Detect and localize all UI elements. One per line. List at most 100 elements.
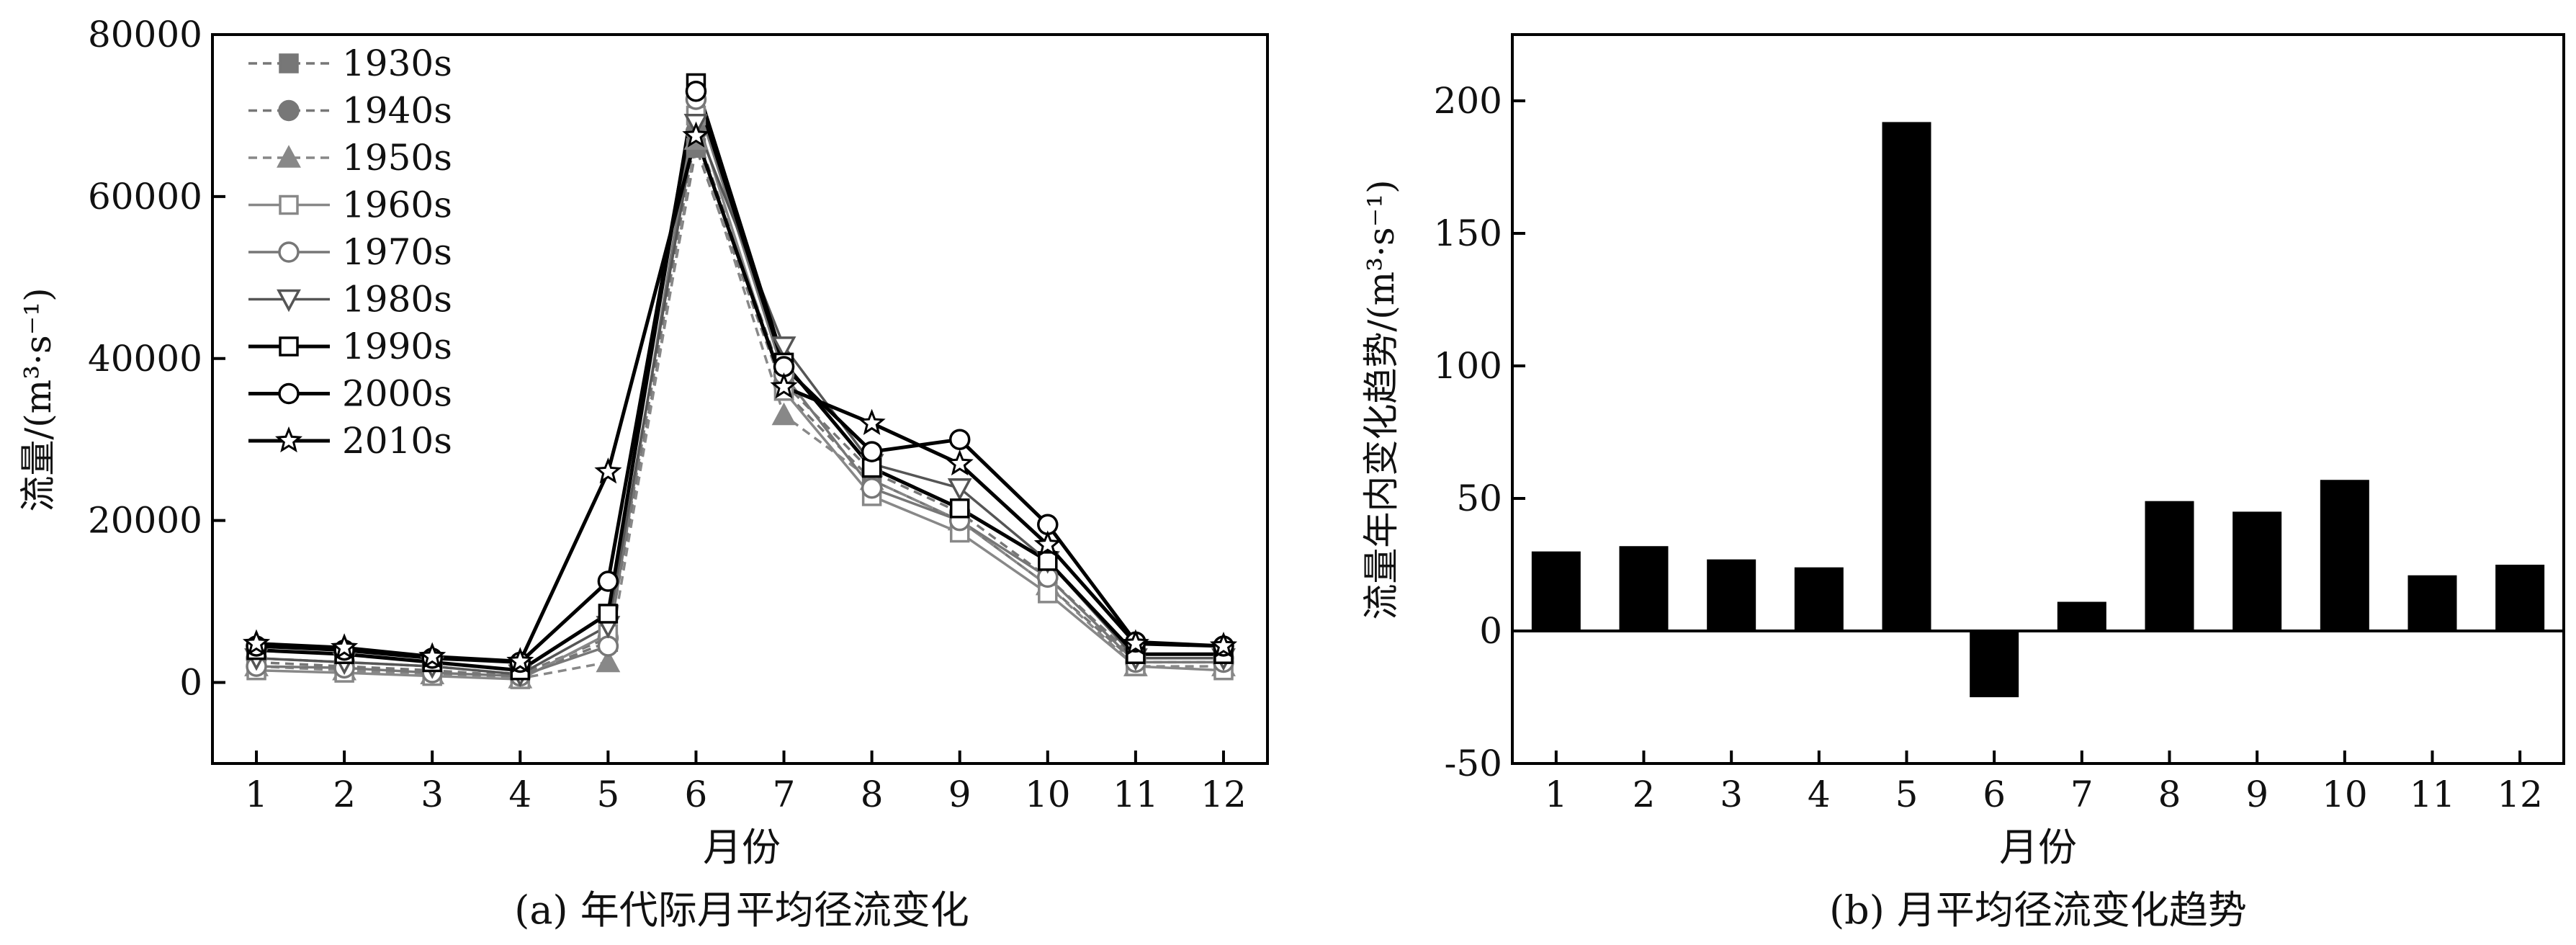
y-tick-label: 0: [179, 662, 202, 704]
bar-month-3: [1707, 559, 1756, 631]
data-point-2000s: [861, 441, 883, 462]
data-point-1950s: [771, 402, 796, 426]
x-tick-label: 5: [1895, 774, 1918, 815]
bar-month-1: [1531, 551, 1581, 631]
bar-month-7: [2057, 601, 2106, 631]
legend-marker-1950s: [277, 145, 301, 168]
x-tick-label: 9: [2245, 774, 2268, 815]
data-point-1980s: [771, 336, 796, 359]
y-tick-label: 100: [1434, 345, 1502, 387]
y-tick-label: 80000: [88, 14, 202, 55]
series-lines: [256, 82, 1224, 681]
data-point-2010s: [1033, 530, 1062, 557]
x-tick-label: 1: [245, 774, 268, 815]
bar-month-9: [2232, 511, 2282, 631]
data-point-2000s: [685, 80, 707, 102]
data-point-2000s: [948, 429, 971, 450]
legend-label-1940s: 1940s: [342, 90, 452, 132]
legend-label-1980s: 1980s: [342, 279, 452, 321]
y-ticks: -50 0 50 100 150 200: [1434, 80, 1525, 784]
data-point-1990s: [949, 498, 970, 519]
data-point-1970s: [597, 635, 619, 657]
legend-label-2010s: 2010s: [342, 420, 452, 462]
x-axis-label: 月份: [1999, 825, 2077, 870]
bar-month-12: [2495, 565, 2545, 631]
x-tick-label: 4: [508, 774, 531, 815]
data-point-2010s: [506, 647, 534, 673]
x-tick-label: 8: [861, 774, 884, 815]
data-point-1970s: [861, 477, 883, 499]
legend-marker-1960s: [279, 194, 299, 215]
series-line-1960s: [256, 115, 1224, 681]
bars: [1531, 122, 2545, 697]
bar-month-4: [1794, 567, 1844, 631]
legend: 1930s 1940s 1950s 1960s 1970s 1980s 1990s 2000s…: [248, 42, 452, 462]
x-tick-label: 7: [2070, 774, 2093, 815]
y-tick-label: -50: [1444, 743, 1502, 784]
legend-marker-2010s: [274, 426, 303, 453]
series-line-1950s: [256, 139, 1224, 680]
y-axis-label: 流量/(m³·s⁻¹): [17, 287, 59, 511]
data-point-2010s: [858, 408, 886, 436]
x-tick-label: 12: [2497, 774, 2543, 815]
x-ticks: 1 2 3 4 5 6 7 8 9 10 11 12: [1545, 751, 2543, 815]
legend-label-1960s: 1960s: [342, 184, 452, 226]
x-tick-label: 2: [1633, 774, 1656, 815]
x-tick-label: 10: [2322, 774, 2368, 815]
legend-label-1930s: 1930s: [342, 42, 452, 84]
panel-caption: (b) 月平均径流变化趋势: [1829, 887, 2247, 933]
data-point-2000s: [597, 570, 619, 592]
legend-marker-1930s: [279, 53, 299, 73]
x-tick-label: 10: [1025, 774, 1071, 815]
plot-frame: [211, 33, 1269, 765]
data-point-2010s: [946, 449, 974, 476]
x-tick-label: 4: [1808, 774, 1831, 815]
y-tick-label: 50: [1456, 478, 1502, 519]
legend-label-1990s: 1990s: [342, 326, 452, 367]
legend-marker-1940s: [278, 99, 300, 122]
data-point-2010s: [770, 372, 798, 399]
data-point-2010s: [418, 642, 446, 668]
y-tick-label: 20000: [88, 500, 202, 542]
y-tick-label: 0: [1479, 610, 1502, 652]
data-point-1990s: [1038, 551, 1058, 571]
y-tick-label: 200: [1434, 80, 1502, 122]
x-tick-label: 9: [948, 774, 971, 815]
y-tick-label: 60000: [88, 176, 202, 218]
x-tick-label: 11: [1113, 774, 1159, 815]
x-tick-label: 11: [2410, 774, 2456, 815]
legend-label-2000s: 2000s: [342, 373, 452, 415]
data-point-2010s: [242, 629, 271, 655]
data-point-2010s: [1121, 629, 1149, 655]
legend-marker-2000s: [278, 382, 300, 405]
plot-frame: [1511, 33, 2565, 765]
panel-caption: (a) 年代际月平均径流变化: [514, 887, 969, 933]
data-point-2010s: [682, 121, 710, 148]
x-tick-label: 3: [421, 774, 444, 815]
legend-label-1970s: 1970s: [342, 231, 452, 273]
data-point-1980s: [947, 478, 972, 501]
x-tick-label: 12: [1201, 774, 1247, 815]
series-line-1990s: [256, 82, 1224, 673]
y-tick-label: 40000: [88, 338, 202, 380]
x-tick-label: 2: [333, 774, 356, 815]
series-line-2010s: [256, 130, 1224, 663]
x-tick-label: 3: [1720, 774, 1743, 815]
x-tick-label: 6: [1983, 774, 2006, 815]
bar-month-5: [1882, 122, 1931, 631]
legend-marker-1990s: [279, 336, 299, 357]
series-line-1930s: [256, 143, 1224, 678]
bar-month-8: [2145, 501, 2194, 631]
y-axis-label: 流量年内变化趋势/(m³·s⁻¹): [1360, 179, 1402, 619]
y-ticks: 0 20000 40000 60000 80000: [88, 14, 225, 704]
x-tick-label: 7: [773, 774, 796, 815]
bar-month-2: [1619, 546, 1669, 631]
bar-month-10: [2320, 480, 2369, 631]
x-tick-label: 8: [2158, 774, 2181, 815]
data-point-1950s: [596, 649, 621, 673]
x-tick-label: 5: [596, 774, 619, 815]
bar-month-6: [1970, 631, 2019, 697]
